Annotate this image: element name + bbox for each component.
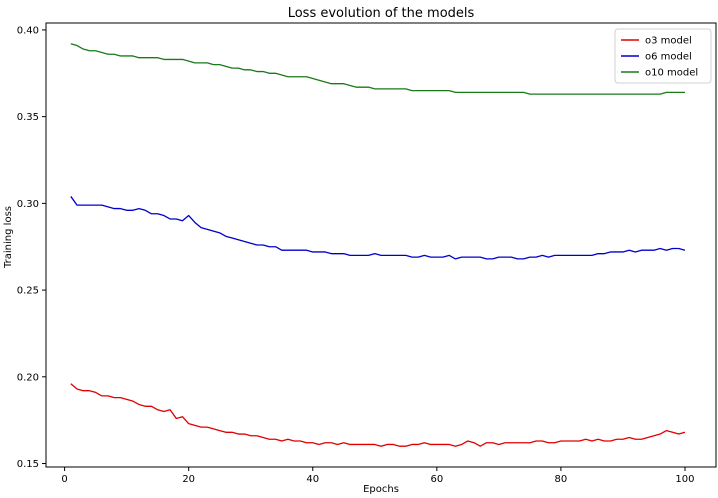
legend-label: o3 model	[645, 36, 692, 47]
plot-area	[70, 43, 686, 447]
y-tick-label: 0.25	[17, 286, 39, 297]
x-tick-label: 40	[306, 474, 319, 485]
series-line-o10-model	[70, 43, 685, 95]
x-tick-label: 80	[555, 474, 568, 485]
plot-frame	[45, 22, 717, 468]
y-axis-label: Training loss	[3, 206, 14, 269]
x-tick-label: 20	[182, 474, 195, 485]
legend-label: o6 model	[645, 52, 692, 63]
x-tick-label: 100	[675, 474, 694, 485]
y-tick-label: 0.15	[17, 459, 39, 470]
legend-box	[614, 28, 712, 84]
x-axis-label: Epochs	[363, 484, 399, 495]
chart-title: Loss evolution of the models	[288, 6, 475, 21]
y-tick-label: 0.30	[17, 199, 39, 210]
y-tick-label: 0.40	[17, 25, 39, 36]
y-tick-label: 0.35	[17, 112, 39, 123]
x-tick-label: 60	[430, 474, 443, 485]
x-tick-label: 0	[61, 474, 67, 485]
legend-label: o10 model	[645, 68, 698, 79]
legend: o3 model o6 model o10 model	[614, 28, 712, 84]
series-line-o6-model	[70, 196, 686, 260]
x-axis-ticks: 0 20 40 60 80 100	[61, 467, 695, 485]
y-axis-ticks: 0.15 0.20 0.25 0.30 0.35 0.40	[17, 25, 46, 470]
y-tick-label: 0.20	[17, 372, 39, 383]
series-line-o3-model	[70, 383, 686, 447]
